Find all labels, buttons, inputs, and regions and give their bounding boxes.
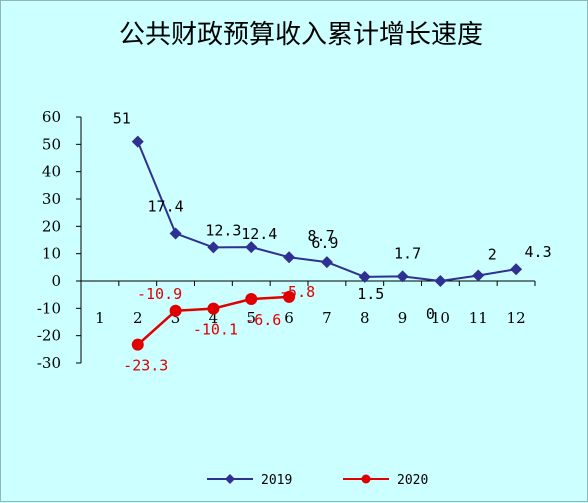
legend-label-2019: 2019 (261, 473, 292, 488)
chart-title: 公共财政预算收入累计增长速度 (119, 20, 483, 50)
series-markers (131, 135, 523, 351)
legend-label-2020: 2020 (397, 473, 428, 488)
data-point-2020 (131, 338, 144, 351)
data-point-2020 (169, 304, 182, 317)
y-tick-label: 40 (42, 163, 61, 181)
y-tick-label: -30 (37, 354, 61, 372)
data-label-2020: -5.8 (279, 283, 315, 301)
data-point-2019 (358, 270, 371, 283)
y-tick-label: 60 (42, 108, 61, 126)
data-labels: 51 17.4 12.3 12.4 8.76.9 1.5 1.7 0 2 4.3 -23.3 -10.… (113, 110, 552, 375)
data-point-2019 (434, 275, 447, 287)
data-point-2020 (207, 302, 220, 315)
x-tick-label: 11 (469, 309, 488, 327)
y-tick-label: -20 (37, 327, 61, 345)
data-label-2019: 8.7 (308, 227, 335, 245)
data-label-2019: 0 (426, 305, 435, 323)
y-tick-label: 0 (51, 272, 61, 290)
data-label-2019: 6.9 (311, 234, 338, 252)
data-point-2019 (169, 227, 182, 240)
x-tick-labels: 1 2 3 4 5 6 7 8 9 10 11 12 (95, 309, 525, 327)
data-point-2019 (131, 135, 144, 148)
axes (76, 116, 536, 364)
data-label-2019: 4.3 (525, 243, 552, 261)
x-tick-label: 6 (284, 309, 294, 327)
legend-marker-2020 (361, 474, 371, 484)
y-tick-label: -10 (37, 299, 61, 317)
x-tick-label: 7 (322, 309, 332, 327)
y-tick-label: 20 (42, 217, 61, 235)
x-tick-label: 4 (209, 309, 219, 327)
data-label-2019: 2 (488, 246, 497, 264)
x-tick-label: 10 (431, 309, 450, 327)
data-point-2020 (245, 293, 258, 306)
x-tick-label: 9 (398, 309, 408, 327)
data-point-2019 (245, 241, 258, 254)
x-tick-label: 2 (133, 309, 143, 327)
data-point-2019 (510, 263, 523, 276)
data-point-2019 (207, 241, 220, 254)
data-point-2020 (283, 290, 296, 303)
legend-marker-2019 (225, 474, 235, 484)
data-point-2019 (283, 251, 296, 264)
y-tick-labels: 60 50 40 30 20 10 0 -10 -20 -30 (37, 108, 61, 372)
x-tick-label: 1 (95, 309, 105, 327)
legend: 2019 2020 (207, 473, 428, 488)
x-tick-label: 8 (360, 309, 370, 327)
data-label-2019: 12.3 (205, 221, 241, 239)
y-tick-label: 10 (42, 245, 61, 263)
data-point-2019 (396, 270, 409, 283)
y-tick-label: 50 (42, 135, 61, 153)
x-tick-label: 12 (507, 309, 526, 327)
data-point-2019 (320, 256, 333, 269)
y-tick-label: 30 (42, 190, 61, 208)
data-point-2019 (472, 269, 485, 282)
data-label-2020: -6.6 (245, 311, 281, 329)
x-tick-label: 3 (171, 309, 181, 327)
data-label-2019: 1.7 (394, 244, 421, 262)
data-label-2019: 17.4 (148, 197, 184, 215)
x-tick-label: 5 (246, 309, 256, 327)
data-label-2019: 1.5 (357, 285, 384, 303)
data-label-2020: -23.3 (123, 357, 168, 375)
data-label-2020: -10.9 (137, 285, 182, 303)
data-label-2020: -10.1 (193, 321, 238, 339)
data-label-2019: 51 (113, 110, 131, 128)
data-label-2019: 12.4 (241, 225, 277, 243)
